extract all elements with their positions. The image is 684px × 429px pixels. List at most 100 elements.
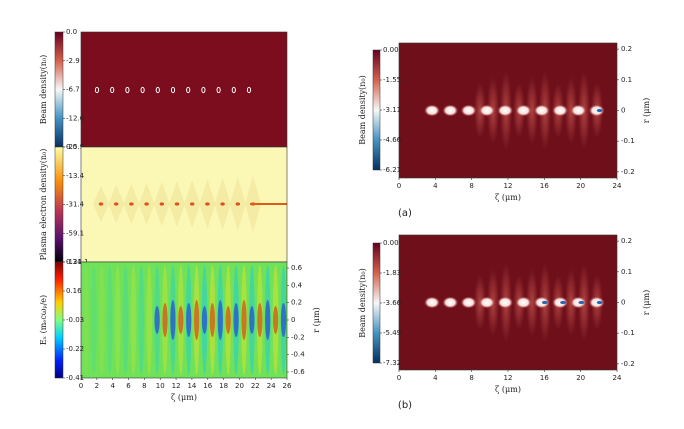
colorbar-tick-label: -121.1	[66, 258, 89, 266]
panel: 0.0 -2.9 -6.7 -12.6 -25.9 Beam density(n₀)	[39, 28, 288, 151]
colorbar	[54, 146, 64, 263]
colorbar	[54, 31, 64, 148]
x-tick-label: 16	[203, 382, 212, 390]
x-tick-label: 8	[469, 374, 473, 382]
field-core	[154, 306, 160, 334]
panel: 0.0 -13.4 -31.4 -59.1 -121.1 Plasma electron …	[39, 143, 288, 266]
density-spike	[174, 202, 180, 206]
beam-bunch	[533, 104, 550, 117]
field-stripe	[146, 265, 152, 375]
y-tick-label: -0.1	[621, 329, 635, 337]
y-tick-label: 0.1	[621, 268, 632, 276]
colorbar-tick-label: -0.03	[66, 316, 84, 324]
colorbar-tick-label: -5.49	[383, 329, 401, 337]
field-core	[162, 303, 168, 337]
y-axis-label: r (μm)	[642, 290, 651, 315]
colorbar-tick-label: -6.7	[66, 86, 80, 94]
panel: 0.00 -1.83 -3.66 -5.49 -7.32 Beam density(n₀)…	[358, 234, 651, 411]
beam-bunch	[140, 86, 145, 94]
bunch-core	[541, 300, 548, 305]
beam-bunch	[515, 104, 532, 117]
x-tick-label: 24	[267, 382, 276, 390]
density-spike	[129, 202, 134, 206]
bunch-core	[560, 300, 567, 305]
field-core	[186, 303, 192, 337]
beam-bunch	[460, 296, 477, 309]
y-tick-label: 0.2	[291, 299, 302, 307]
field-stripe	[83, 265, 89, 375]
colorbar-tick-label: 0.0	[66, 28, 77, 36]
y-tick-label: 0	[621, 107, 625, 115]
colorbar-label: Beam density(n₀)	[39, 55, 48, 125]
x-tick-label: 0	[79, 382, 83, 390]
beam-bunch	[424, 104, 440, 117]
density-spike	[190, 202, 195, 206]
colorbar-tick-label: 0.00	[383, 239, 399, 247]
beam-bunch	[515, 296, 532, 309]
colorbar-tick-label: 0.00	[383, 46, 399, 54]
beam-bunch	[201, 86, 206, 94]
density-spike	[144, 202, 149, 206]
colorbar-tick-label: -12.6	[66, 114, 85, 122]
density-spike	[220, 202, 225, 206]
field-stripe	[99, 265, 105, 375]
colorbar-tick-label: -1.55	[383, 76, 401, 84]
x-tick-label: 12	[504, 374, 513, 382]
beam-bunch	[552, 104, 569, 117]
field-core	[225, 306, 231, 334]
colorbar-tick-label: 0.0	[66, 143, 77, 151]
x-tick-label: 24	[613, 374, 622, 382]
x-tick-label: 4	[110, 382, 115, 390]
beam-bunch	[460, 104, 477, 117]
beam-bunch	[424, 296, 440, 309]
field-core	[233, 303, 239, 337]
beam-bunch	[170, 86, 176, 94]
x-tick-label: 8	[469, 182, 473, 190]
field-core	[241, 300, 247, 340]
colorbar-tick-label: -0.41	[66, 374, 84, 382]
field-stripe	[138, 265, 145, 375]
x-tick-label: 10	[156, 382, 165, 390]
colorbar-label: Beam density(n₀)	[358, 268, 367, 338]
x-tick-label: 0	[397, 374, 401, 382]
colorbar-label: Plasma electron density(n₀)	[39, 149, 48, 261]
field-core	[280, 303, 287, 337]
colorbar	[372, 242, 381, 364]
colorbar-tick-label: 0.34	[66, 258, 82, 266]
field-stripe	[91, 265, 97, 375]
x-tick-label: 26	[283, 382, 292, 390]
y-tick-label: -0.1	[621, 137, 635, 145]
y-tick-label: 0.2	[621, 237, 632, 245]
colorbar-tick-label: -3.11	[383, 106, 401, 114]
x-tick-label: 12	[172, 382, 181, 390]
x-tick-label: 8	[142, 382, 146, 390]
beam-bunch	[497, 296, 514, 309]
y-tick-label: 0.6	[291, 264, 303, 272]
x-axis-label: ζ (μm)	[495, 193, 521, 202]
density-spike	[235, 202, 240, 206]
beam-bunch	[186, 86, 191, 94]
field-stripe	[106, 265, 113, 375]
colorbar-tick-label: -1.83	[383, 269, 401, 277]
colorbar-tick-label: -4.66	[383, 136, 402, 144]
x-tick-label: 20	[576, 374, 585, 382]
field-core	[249, 306, 255, 334]
beam-bunch	[125, 86, 130, 94]
beam-bunch	[110, 86, 115, 94]
bunch-core	[596, 108, 603, 113]
y-tick-label: 0.4	[291, 281, 303, 289]
y-tick-label: 0.1	[621, 76, 632, 84]
wake-halo	[526, 76, 538, 145]
x-tick-label: 22	[251, 382, 260, 390]
panel: 0.00 -1.55 -3.11 -4.66 -6.21 Beam density(n₀)…	[358, 42, 651, 219]
y-tick-label: -0.2	[291, 333, 305, 341]
beam-bunch	[442, 296, 459, 309]
colorbar-tick-label: 0.16	[66, 287, 82, 295]
colorbar-tick-label: -0.22	[66, 345, 84, 353]
x-tick-label: 24	[613, 182, 622, 190]
colorbar-tick-label: -25.9	[66, 143, 84, 151]
y-tick-label: -0.2	[621, 168, 635, 176]
colorbar-tick-label: -59.1	[66, 229, 84, 237]
y-tick-label: -0.6	[291, 368, 305, 376]
